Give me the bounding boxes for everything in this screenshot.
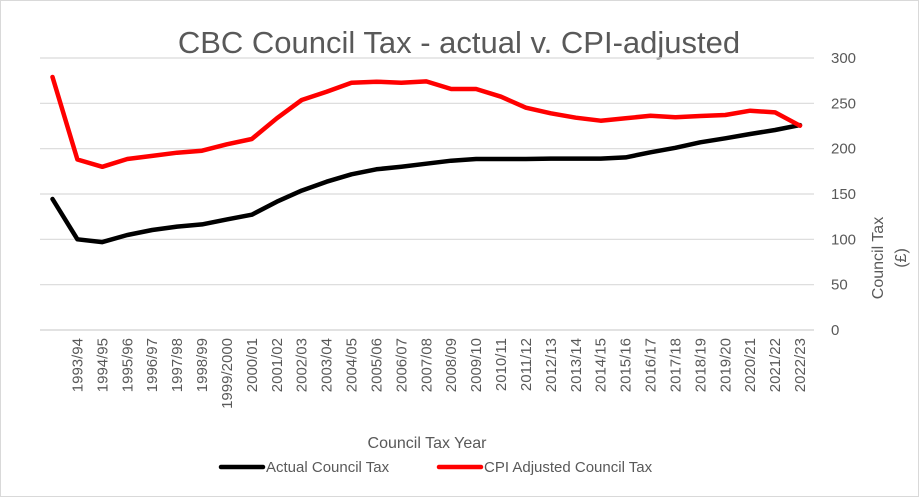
x-tick-label: 2016/17 [643,338,660,392]
series-lines [50,74,803,245]
x-tick-label: 2021/22 [767,338,784,392]
x-tick-label: 2014/15 [593,338,610,392]
x-tick-label: 2017/18 [667,338,684,392]
y-axis-title-line-1: Council Tax [870,217,887,299]
x-tick-label: 1998/99 [194,338,211,392]
series-line-actual [50,122,803,245]
x-tick-label: 1994/95 [94,338,111,392]
legend-label-actual: Actual Council Tax [266,459,390,476]
x-tick-label: 2020/21 [742,338,759,392]
legend: Actual Council Tax CPI Adjusted Council … [218,459,653,476]
x-tick-label: 2001/02 [269,338,286,392]
chart-title: CBC Council Tax - actual v. CPI-adjusted [178,25,740,60]
x-tick-label: 2009/10 [468,338,485,392]
y-tick-label: 100 [831,231,856,248]
y-tick-label: 150 [831,186,856,203]
legend-item-actual[interactable]: Actual Council Tax [218,459,390,476]
y-tick-label: 200 [831,141,856,158]
x-tick-label: 2022/23 [792,338,809,392]
x-tick-label: 2007/08 [418,338,435,392]
x-tick-label: 2015/16 [618,338,635,392]
y-tick-label: 300 [831,50,856,67]
x-tick-label: 2002/03 [294,338,311,392]
x-tick-label: 2011/12 [518,338,535,391]
x-tick-label: 1996/97 [144,338,161,392]
x-tick-label: 2008/09 [443,338,460,392]
x-tick-label: 2019/20 [717,338,734,392]
x-axis-ticks: 1993/94 1994/95 1995/96 1996/97 1997/98 1998/… [69,338,809,409]
x-tick-label: 2013/14 [568,338,585,392]
x-tick-label: 1993/94 [69,338,86,392]
x-tick-label: 2005/06 [368,338,385,392]
x-tick-label: 2006/07 [393,338,410,392]
gridlines [40,57,814,331]
x-tick-label: 1995/96 [119,338,136,392]
x-tick-label: 2004/05 [344,338,361,392]
y-axis-title-line-2: (£) [893,248,910,268]
x-tick-label: 2018/19 [692,338,709,392]
y-tick-label: 250 [831,95,856,112]
legend-item-cpi-adjusted[interactable]: CPI Adjusted Council Tax [436,459,653,476]
y-tick-label: 0 [831,322,839,339]
x-tick-label: 2000/01 [244,338,261,392]
y-axis-title: Council Tax (£) [870,217,910,299]
x-tick-label: 2012/13 [543,338,560,392]
x-tick-label: 2003/04 [319,338,336,392]
series-line-cpi-adjusted [50,74,803,170]
x-axis-title: Council Tax Year [368,435,488,452]
y-tick-label: 50 [831,277,848,294]
x-tick-label: 1999/2000 [219,338,236,409]
x-tick-label: 1997/98 [169,338,186,392]
x-tick-label: 2010/11 [493,338,510,391]
y-axis-ticks: 0 50 100 150 200 250 300 [831,50,856,339]
legend-label-cpi-adjusted: CPI Adjusted Council Tax [484,459,653,476]
